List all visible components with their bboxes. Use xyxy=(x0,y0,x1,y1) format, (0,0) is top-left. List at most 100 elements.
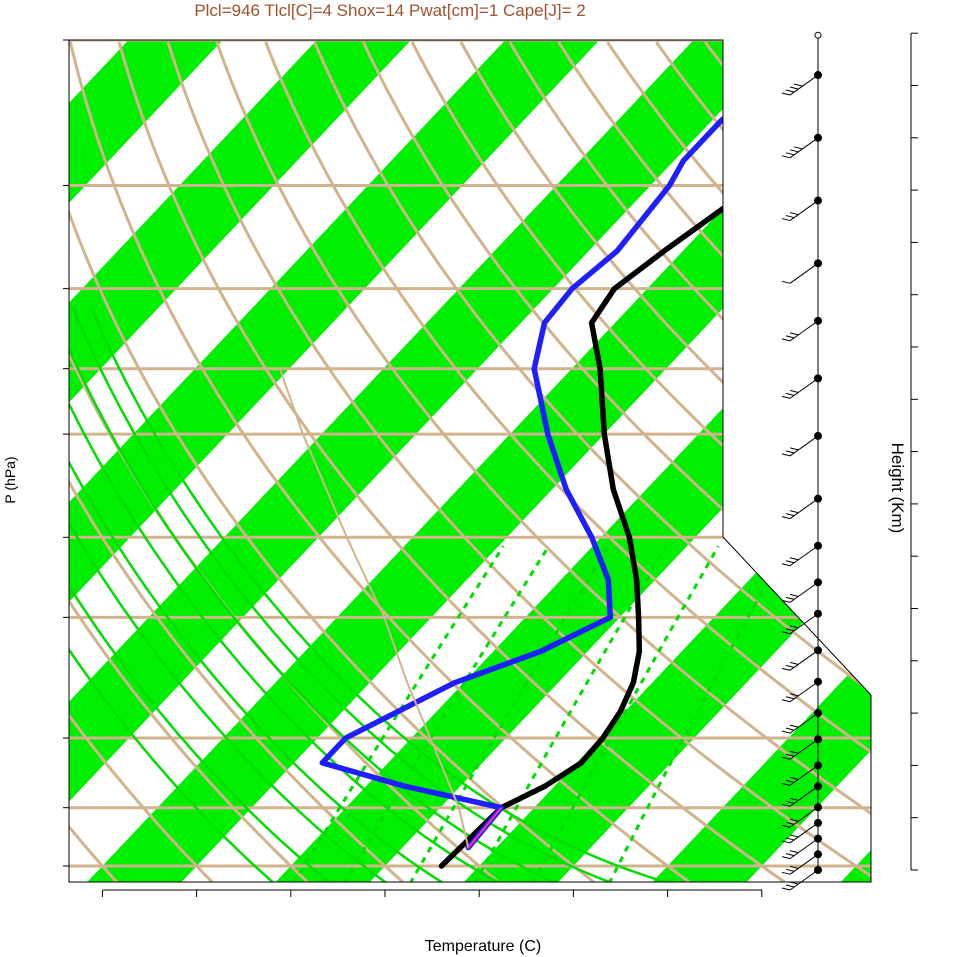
wind-barb-shaft xyxy=(789,712,819,734)
dry-adiabat-line xyxy=(215,41,871,882)
moist-adiabat-line xyxy=(69,305,389,882)
wind-barb-shaft xyxy=(789,435,819,457)
wind-barb-feather xyxy=(785,450,795,454)
temperature-band xyxy=(69,40,600,882)
wind-barb-shaft xyxy=(789,74,819,96)
moist-adiabat-line xyxy=(69,305,276,882)
dry-adiabat-line xyxy=(557,41,871,882)
lcl-segment xyxy=(467,807,503,849)
wind-barb-shaft xyxy=(789,869,819,891)
wind-barb-feather xyxy=(789,661,799,665)
wind-barb-shaft xyxy=(789,545,819,567)
wind-barb-feather xyxy=(785,335,795,339)
wind-barb-shaft xyxy=(789,681,819,703)
wind-barb-feather xyxy=(785,779,795,783)
mixing-ratio-line xyxy=(531,545,720,882)
wind-barb-column xyxy=(781,31,822,891)
plot-border xyxy=(68,39,872,883)
wind-barb-feather xyxy=(781,516,791,520)
wind-barb-shaft xyxy=(789,137,819,159)
wind-barb-feather xyxy=(781,599,791,603)
wind-barb-feather xyxy=(781,338,791,342)
wind-barb-feather xyxy=(789,332,799,336)
wind-barb-feather xyxy=(789,834,799,838)
moist-adiabat-line xyxy=(89,305,671,882)
x-axis-label: Temperature (C) xyxy=(425,938,541,955)
temperature-band xyxy=(275,40,871,882)
plot-area xyxy=(69,40,871,882)
wind-barb-feather xyxy=(785,560,795,564)
wind-barb-feather xyxy=(785,664,795,668)
pressure-axis xyxy=(63,39,69,867)
wind-barb-shaft xyxy=(789,853,819,875)
wind-barb-feather xyxy=(793,83,803,87)
wind-barb-shaft xyxy=(789,764,819,786)
temperature-band xyxy=(69,40,788,882)
wind-barb-feather xyxy=(785,596,795,600)
temperature-band xyxy=(464,40,871,882)
wind-barb-feather xyxy=(781,280,791,284)
dry-adiabat-line xyxy=(69,41,404,882)
wind-barb-feather xyxy=(789,389,799,393)
wind-barb-feather xyxy=(781,218,791,222)
dry-adiabat-line xyxy=(264,41,871,882)
wind-barb-feather xyxy=(785,868,795,872)
wind-barb-shaft xyxy=(789,838,819,860)
wind-barb-feather xyxy=(781,92,791,96)
wind-barb-shaft xyxy=(789,498,819,520)
wind-barb-feather xyxy=(785,215,795,219)
wind-barb-feather xyxy=(785,753,795,757)
wind-barb-feather xyxy=(781,395,791,399)
mixing-ratio-line xyxy=(473,545,668,882)
mixing-ratio-line xyxy=(607,545,789,882)
wind-barb-feather xyxy=(789,557,799,561)
wind-barb-feather xyxy=(789,818,799,822)
wind-barb-shaft xyxy=(789,738,819,760)
wind-barb-feather xyxy=(781,856,791,860)
wind-barb-feather xyxy=(789,693,799,697)
wind-barb-feather xyxy=(781,782,791,786)
dry-adiabat-line xyxy=(69,41,595,882)
wind-barb-feather xyxy=(789,724,799,728)
moist-adiabat-line xyxy=(71,305,614,882)
wind-barb-shaft xyxy=(789,822,819,844)
wind-barb-feather xyxy=(781,667,791,671)
parcel-profile-line xyxy=(278,367,470,849)
wind-barb-feather xyxy=(781,840,791,844)
wind-barb-feather xyxy=(781,803,791,807)
dewpoint-profile-line xyxy=(319,40,834,851)
dry-adiabat-line xyxy=(69,41,691,882)
moist-adiabats xyxy=(69,305,671,882)
wind-barb-feather xyxy=(789,625,799,629)
wind-barb-feather xyxy=(785,392,795,396)
wind-barb-shaft xyxy=(789,581,819,603)
wind-barb-feather xyxy=(785,89,795,93)
height-axis-label: Height (Km) xyxy=(888,443,907,534)
wind-barb-feather xyxy=(785,837,795,841)
wind-barb-feather xyxy=(789,149,799,153)
height-axis xyxy=(910,32,918,871)
dry-adiabat-line xyxy=(313,41,871,882)
moist-adiabat-line xyxy=(69,305,445,882)
wind-barb-feather xyxy=(785,884,795,888)
wind-barb-shaft xyxy=(789,262,819,284)
wind-barb-feather xyxy=(789,593,799,597)
wind-barb-shaft xyxy=(789,200,819,221)
dry-adiabat-line xyxy=(361,41,871,882)
wind-barb-feather xyxy=(781,756,791,760)
wind-barb-feather xyxy=(789,850,799,854)
wind-barb-feather xyxy=(789,447,799,451)
wind-barb-feather xyxy=(789,212,799,216)
wind-barb-shaft xyxy=(789,377,819,399)
wind-barb-feather xyxy=(793,146,803,150)
dry-adiabat-line xyxy=(69,41,309,882)
wind-barb-feather xyxy=(789,865,799,869)
wind-barb-feather xyxy=(781,563,791,567)
wind-barb-shaft xyxy=(789,320,819,342)
wind-staff-top xyxy=(814,31,822,39)
wind-barb-feather xyxy=(785,513,795,517)
dry-adiabat-line xyxy=(606,41,871,882)
wind-barb-feather xyxy=(781,887,791,891)
wind-barb-feather xyxy=(781,631,791,635)
